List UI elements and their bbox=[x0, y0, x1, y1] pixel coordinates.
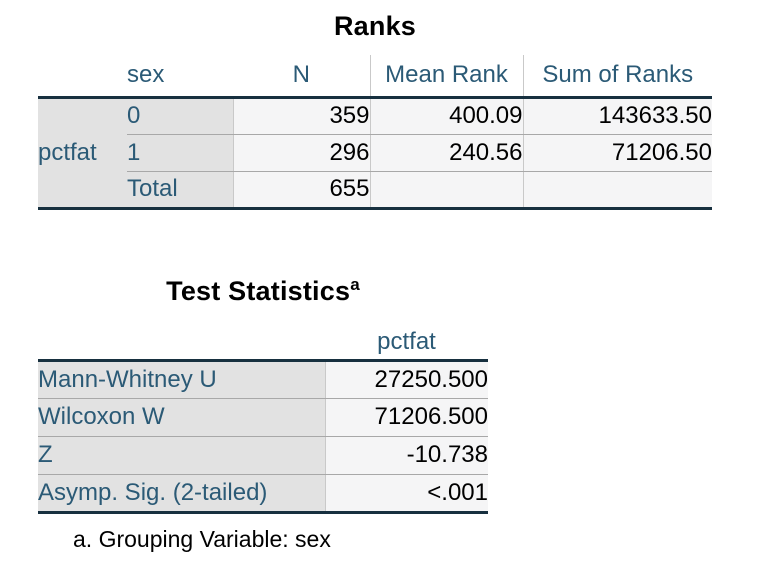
statistic-label: Z bbox=[38, 436, 325, 475]
ranks-cell-mean-rank bbox=[369, 171, 523, 210]
ranks-cell-sex: Total bbox=[127, 171, 233, 210]
ranks-cell-sum-of-ranks: 71206.50 bbox=[522, 134, 712, 172]
test-statistics-row-wilcoxon-w: Wilcoxon W 71206.500 bbox=[38, 398, 488, 437]
test-statistics-footnote-marker: a bbox=[350, 275, 360, 294]
ranks-header-n: N bbox=[233, 55, 370, 99]
statistic-value: 71206.500 bbox=[324, 398, 488, 437]
ranks-cell-sex: 0 bbox=[127, 97, 233, 135]
ranks-header-sex: sex bbox=[127, 55, 233, 99]
ranks-table: sex N Mean Rank Sum of Ranks pctfat 0 35… bbox=[38, 55, 712, 210]
grouping-variable-footnote: a. Grouping Variable: sex bbox=[73, 525, 331, 552]
ranks-cell-mean-rank: 240.56 bbox=[369, 134, 523, 172]
test-statistics-row-z: Z -10.738 bbox=[38, 436, 488, 475]
ranks-header-sum-of-ranks: Sum of Ranks bbox=[522, 55, 712, 99]
test-statistics-table: pctfat Mann-Whitney U 27250.500 Wilcoxon… bbox=[38, 325, 488, 514]
statistic-label: Wilcoxon W bbox=[38, 398, 325, 437]
test-statistics-header-pctfat: pctfat bbox=[325, 325, 488, 362]
test-statistics-header-row: pctfat bbox=[38, 325, 488, 362]
statistic-value: 27250.500 bbox=[324, 360, 488, 399]
ranks-cell-n: 655 bbox=[232, 171, 370, 210]
test-statistics-title: Test Statisticsa bbox=[38, 272, 488, 310]
test-statistics-block: Test Statisticsa pctfat Mann-Whitney U 2… bbox=[38, 272, 488, 553]
ranks-cell-sex: 1 bbox=[127, 134, 233, 172]
test-statistics-row-mann-whitney-u: Mann-Whitney U 27250.500 bbox=[38, 360, 488, 399]
ranks-header-corner bbox=[38, 55, 127, 99]
ranks-row-total: Total 655 bbox=[38, 171, 712, 210]
test-statistics-row-asymp-sig: Asymp. Sig. (2-tailed) <.001 bbox=[38, 474, 488, 514]
ranks-table-title: Ranks bbox=[333, 11, 417, 41]
statistic-label: Mann-Whitney U bbox=[38, 360, 325, 399]
ranks-row-sex1: 1 296 240.56 71206.50 bbox=[38, 134, 712, 172]
ranks-header-row: sex N Mean Rank Sum of Ranks bbox=[38, 55, 712, 99]
ranks-cell-n: 359 bbox=[232, 97, 370, 135]
test-statistics-title-text: Test Statistics bbox=[166, 276, 351, 306]
ranks-row-sex0: pctfat 0 359 400.09 143633.50 bbox=[38, 97, 712, 210]
ranks-cell-sum-of-ranks bbox=[522, 171, 712, 210]
ranks-table-block: Ranks sex N Mean Rank Sum of Ranks pctfa… bbox=[38, 10, 712, 210]
ranks-header-mean-rank: Mean Rank bbox=[369, 55, 523, 99]
ranks-cell-sum-of-ranks: 143633.50 bbox=[522, 97, 712, 135]
ranks-cell-mean-rank: 400.09 bbox=[369, 97, 523, 135]
statistic-label: Asymp. Sig. (2-tailed) bbox=[38, 474, 325, 514]
test-statistics-header-corner bbox=[38, 325, 325, 362]
ranks-cell-n: 296 bbox=[232, 134, 370, 172]
statistic-value: <.001 bbox=[324, 474, 488, 514]
ranks-stub-label: pctfat bbox=[38, 97, 127, 210]
statistic-value: -10.738 bbox=[324, 436, 488, 475]
